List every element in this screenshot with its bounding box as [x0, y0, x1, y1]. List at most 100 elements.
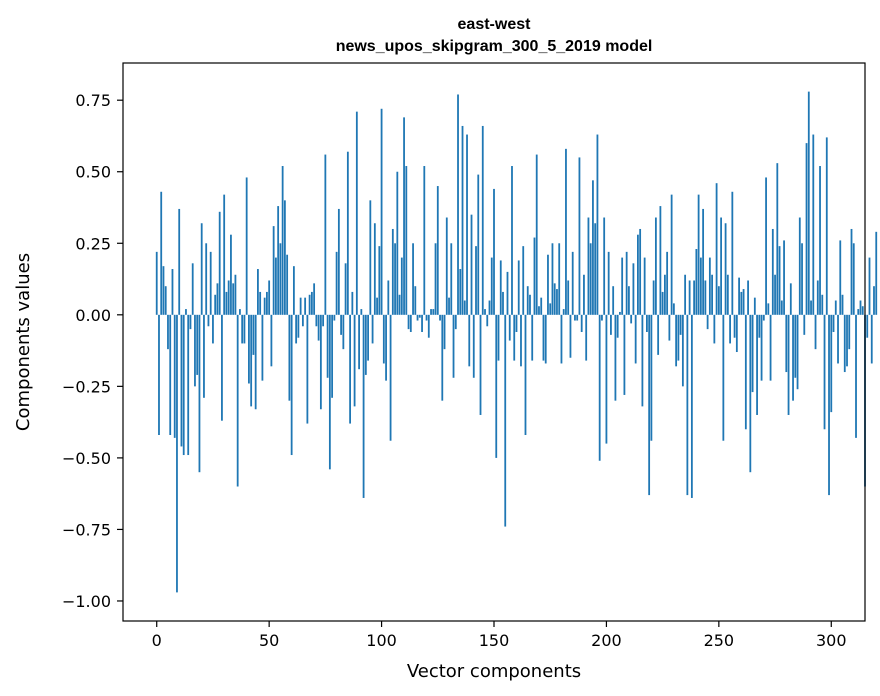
bar	[337, 208, 340, 315]
bar	[648, 314, 651, 496]
bar	[418, 314, 421, 318]
bar	[720, 217, 722, 315]
bar	[841, 294, 844, 315]
bar	[272, 226, 275, 315]
bar	[169, 314, 172, 435]
bar	[870, 314, 873, 364]
bar	[387, 280, 390, 315]
bar	[565, 148, 567, 315]
bar	[522, 246, 525, 315]
bar	[454, 314, 457, 330]
bar	[223, 194, 226, 315]
bar	[697, 194, 700, 315]
bar	[652, 280, 655, 315]
bar	[479, 314, 482, 415]
bar	[331, 314, 334, 398]
bar	[769, 314, 772, 381]
bar	[504, 314, 507, 527]
bar	[297, 314, 300, 338]
bar	[531, 314, 534, 361]
bar	[212, 314, 214, 344]
bar	[385, 314, 387, 381]
bar	[616, 314, 619, 338]
bar	[540, 297, 543, 315]
bar	[301, 314, 304, 327]
x-tick-label: 250	[704, 631, 735, 650]
bar	[236, 314, 239, 487]
bar	[551, 243, 554, 315]
bar	[668, 314, 671, 341]
bar	[785, 314, 788, 373]
bar	[405, 166, 408, 315]
bar	[306, 314, 309, 424]
bar	[589, 243, 592, 315]
bar	[430, 309, 432, 315]
bar	[547, 254, 549, 315]
bar	[706, 314, 709, 330]
bar	[409, 314, 412, 332]
bar	[583, 274, 585, 315]
bar	[259, 291, 262, 315]
bar	[751, 314, 754, 393]
bar	[326, 314, 329, 378]
y-tick-label: 0.25	[75, 234, 111, 253]
y-tick-label: −1.00	[62, 592, 111, 611]
bar	[414, 286, 417, 315]
bar	[191, 263, 194, 315]
bar	[810, 300, 812, 315]
x-axis-label: Vector components	[407, 661, 581, 682]
bar	[713, 314, 716, 344]
bar	[275, 257, 277, 315]
bar	[472, 314, 475, 378]
bar	[783, 240, 785, 315]
x-tick-label: 150	[479, 631, 510, 650]
bar	[425, 314, 428, 321]
bar	[427, 314, 430, 338]
y-tick-label: 0.50	[75, 163, 111, 182]
bar	[812, 134, 815, 315]
bar	[623, 314, 626, 395]
bar	[508, 314, 511, 341]
bar	[328, 314, 331, 470]
y-tick-label: 0.75	[75, 91, 111, 110]
bar	[495, 314, 498, 458]
bar	[621, 257, 624, 315]
bar	[796, 314, 799, 390]
bar	[481, 125, 484, 315]
bar	[693, 280, 696, 315]
bar	[657, 314, 660, 355]
bar	[369, 200, 372, 315]
bar	[857, 309, 860, 315]
bar	[351, 291, 354, 315]
bar	[654, 217, 657, 315]
bar	[747, 280, 749, 315]
bar	[277, 206, 280, 315]
bar	[362, 314, 365, 498]
bar	[753, 297, 756, 315]
bar	[423, 166, 426, 315]
bar	[670, 194, 673, 315]
bar	[580, 314, 583, 332]
bar	[436, 186, 439, 315]
bar	[603, 217, 606, 315]
bar	[742, 289, 745, 315]
y-tick-label: −0.75	[62, 520, 111, 539]
bar	[735, 314, 738, 353]
bar	[535, 154, 538, 315]
bar	[315, 314, 318, 327]
bar	[322, 314, 325, 327]
bar	[859, 300, 862, 315]
bar	[639, 228, 642, 315]
bar	[513, 314, 516, 361]
bar	[704, 280, 707, 315]
x-axis-ticks: 0 50 100 150 200 250 300	[152, 621, 847, 650]
bar	[711, 274, 713, 315]
bar	[659, 206, 662, 315]
bar	[607, 251, 610, 315]
bar	[726, 274, 729, 315]
bar	[391, 228, 394, 315]
bar	[576, 314, 579, 321]
bar	[778, 246, 781, 315]
bar	[286, 254, 289, 315]
bar	[873, 286, 875, 315]
